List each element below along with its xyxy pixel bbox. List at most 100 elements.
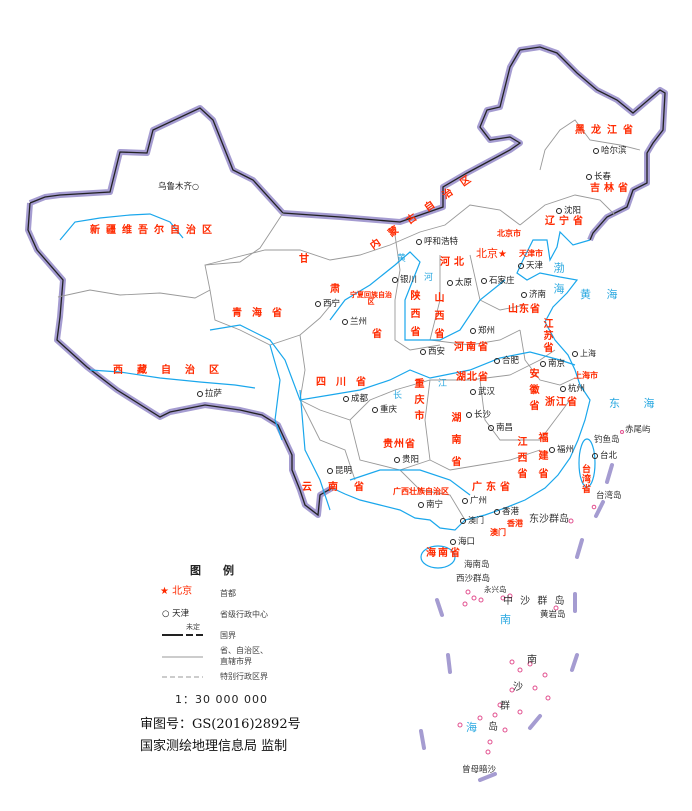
- star-icon: ★: [160, 586, 173, 597]
- city-label: 成都: [343, 395, 368, 404]
- star-icon: ★: [498, 249, 507, 260]
- city-label: 拉萨: [197, 390, 222, 399]
- province-label: 重庆市: [412, 378, 423, 426]
- city-label: 南宁: [418, 501, 443, 510]
- publisher: 国家测绘地理信息局 监制: [140, 739, 288, 754]
- city-label: 济南: [521, 291, 546, 300]
- province-label: 台湾省: [580, 464, 590, 494]
- city-label: 昆明: [327, 467, 352, 476]
- city-label: 福州: [549, 446, 574, 455]
- province-label: 广西壮族自治区: [393, 487, 449, 496]
- island-label: 曾母暗沙: [462, 765, 497, 775]
- province-label: 新疆维吾尔自治区: [90, 225, 218, 236]
- city-label: 海口: [450, 538, 475, 547]
- river-label: 江: [438, 379, 456, 389]
- province-borders: [57, 119, 641, 521]
- province-label: 青海省: [232, 308, 292, 319]
- province-label: 江西省: [515, 436, 526, 484]
- legend-undetermined: 未定: [186, 623, 200, 631]
- island-label: 黄岩岛: [540, 610, 566, 620]
- sea-label-donghai: 东 海: [609, 397, 665, 410]
- river-label: 长: [393, 391, 411, 401]
- legend-sar-border-desc: 特别行政区界: [220, 672, 268, 681]
- legend-capital-sample: ★ 北京: [160, 587, 192, 597]
- city-label: 台北: [592, 452, 617, 461]
- sea-label-nanhai: 海: [466, 721, 485, 734]
- sea-label-nanhai: 南: [500, 613, 519, 626]
- legend-capital-desc: 首都: [220, 589, 236, 598]
- province-label: 天津市: [519, 249, 543, 258]
- city-label: 贵阳: [394, 456, 419, 465]
- river-label: 黄: [397, 254, 415, 264]
- city-label: 天津: [518, 262, 543, 271]
- province-label: 河北: [440, 257, 468, 268]
- island-label: 岛: [488, 722, 498, 733]
- city-label: 西宁: [315, 300, 340, 309]
- province-label: 山东省: [508, 304, 541, 315]
- city-label: 广州: [462, 497, 487, 506]
- city-label: 兰州: [342, 318, 367, 327]
- province-label: 海南省: [426, 548, 462, 559]
- taiwan-island: [578, 438, 596, 488]
- province-label: 贵州省: [383, 439, 416, 450]
- island-label: 中 沙 群 岛: [503, 596, 567, 607]
- province-label: 山西省: [432, 292, 443, 346]
- island-label: 赤尾屿: [625, 425, 651, 435]
- province-label: 云南省: [302, 482, 380, 493]
- city-label: 武汉: [470, 388, 495, 397]
- map-scale: 1：30 000 000: [175, 693, 268, 706]
- sea-label-bohai: 渤海: [552, 262, 565, 304]
- province-label: 宁夏回族自治区: [350, 291, 392, 306]
- legend-border-desc: 国界: [220, 631, 236, 640]
- city-label: 合肥: [494, 357, 519, 366]
- legend-center-desc: 省级行政中心: [220, 610, 268, 619]
- city-label: 沈阳: [556, 207, 581, 216]
- national-border: [25, 44, 668, 518]
- city-label: 南昌: [488, 424, 513, 433]
- legend-province-border-desc: 省、自治区、: [220, 646, 268, 655]
- city-label: 澳门: [460, 517, 484, 525]
- hainan-island: [420, 545, 456, 569]
- province-label: 湖北省: [456, 372, 489, 383]
- legend-lines: [162, 634, 203, 678]
- city-name: 乌鲁木齐: [158, 182, 193, 192]
- rivers: [59, 213, 576, 511]
- circle-icon: ○: [162, 609, 173, 619]
- legend-province-border-desc: 直辖市界: [220, 657, 252, 666]
- city-label: 南京: [540, 360, 565, 369]
- city-label: 重庆: [372, 406, 397, 415]
- island-label: 沙: [513, 682, 523, 693]
- province-label: 香港: [507, 519, 523, 528]
- province-label: 吉林省: [590, 183, 632, 194]
- island-markers: [457, 430, 624, 755]
- sea-label-huanghai: 黄 海: [580, 288, 624, 301]
- province-label: 辽宁省: [545, 216, 587, 227]
- province-label: 广东省: [472, 482, 514, 493]
- province-label: 浙江省: [545, 397, 578, 408]
- island-label: 群: [500, 701, 510, 712]
- legend-center-name: 天津: [172, 609, 190, 619]
- legend-center-sample: ○ 天津: [162, 610, 189, 619]
- island-label: 永兴岛: [484, 585, 507, 594]
- approval-number: 审图号：GS(2016)2892号: [140, 717, 301, 732]
- province-label: 澳门: [490, 528, 506, 537]
- city-label: 石家庄: [481, 277, 515, 286]
- province-label: 江苏省: [541, 318, 552, 354]
- province-label: 北京市: [497, 229, 521, 238]
- island-label: 钓鱼岛: [594, 435, 620, 445]
- city-label: 太原: [447, 279, 472, 288]
- capital-label: 北京★: [476, 248, 507, 260]
- island-label: 海南岛: [464, 560, 490, 570]
- province-label: 黑龙江省: [575, 125, 639, 136]
- river-label: 河: [424, 273, 442, 283]
- city-label: 哈尔滨: [593, 147, 627, 156]
- nine-dash-line: [419, 463, 614, 782]
- city-label: 上海: [572, 350, 596, 358]
- province-label: 上海市: [574, 371, 598, 380]
- legend-capital-name: 北京: [172, 586, 193, 597]
- city-label: 乌鲁木齐○: [158, 182, 199, 192]
- island-label: 东沙群岛: [529, 514, 569, 525]
- province-label: 安徽省: [527, 368, 538, 416]
